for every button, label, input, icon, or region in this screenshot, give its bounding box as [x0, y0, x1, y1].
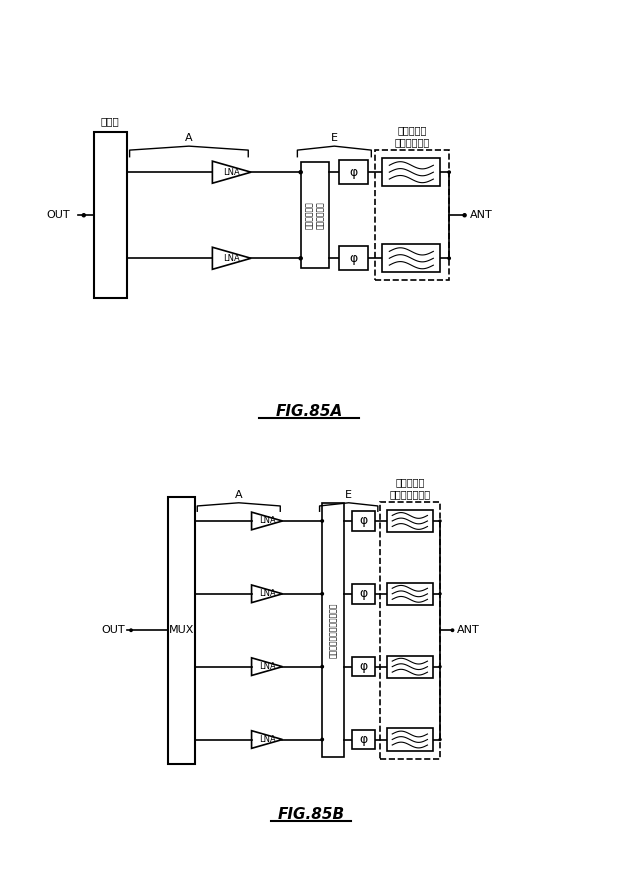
FancyBboxPatch shape [352, 729, 375, 749]
Text: ANT: ANT [457, 625, 479, 635]
Text: φ: φ [349, 252, 358, 265]
FancyBboxPatch shape [387, 728, 433, 751]
Circle shape [448, 257, 451, 260]
Text: MUX: MUX [169, 625, 194, 635]
Text: LNA: LNA [259, 517, 275, 525]
Circle shape [321, 592, 323, 595]
Circle shape [463, 214, 466, 216]
Circle shape [83, 214, 85, 217]
FancyBboxPatch shape [352, 584, 375, 604]
Text: A: A [235, 490, 243, 500]
FancyBboxPatch shape [168, 496, 195, 764]
Text: φ: φ [360, 587, 368, 600]
Circle shape [448, 171, 451, 173]
Text: フィルタ／
マルチプレクサ: フィルタ／ マルチプレクサ [390, 478, 431, 499]
Text: E: E [345, 490, 352, 500]
Text: フィルタ／
ダイプレクサ: フィルタ／ ダイプレクサ [394, 125, 429, 147]
FancyBboxPatch shape [352, 511, 375, 531]
Text: LNA: LNA [259, 735, 275, 744]
Circle shape [439, 592, 441, 595]
Text: FIG.85B: FIG.85B [278, 807, 345, 822]
Circle shape [321, 666, 323, 668]
Circle shape [439, 666, 441, 668]
FancyBboxPatch shape [301, 162, 330, 268]
Text: LNA: LNA [223, 253, 240, 263]
FancyBboxPatch shape [382, 245, 440, 272]
FancyBboxPatch shape [339, 160, 368, 185]
FancyBboxPatch shape [382, 158, 440, 186]
FancyBboxPatch shape [381, 502, 440, 758]
Circle shape [439, 738, 441, 741]
Text: LNA: LNA [259, 589, 275, 599]
Text: φ: φ [360, 660, 368, 673]
Circle shape [299, 257, 302, 260]
Text: φ: φ [349, 166, 358, 178]
Text: A: A [185, 132, 193, 143]
Circle shape [439, 520, 441, 522]
Text: ANT: ANT [470, 210, 493, 220]
Text: E: E [331, 132, 338, 143]
Circle shape [451, 629, 454, 631]
FancyBboxPatch shape [387, 655, 433, 678]
Text: FIG.85A: FIG.85A [275, 404, 342, 419]
FancyBboxPatch shape [322, 503, 344, 757]
Text: 結合器: 結合器 [101, 116, 120, 125]
Text: LNA: LNA [223, 168, 240, 177]
Text: スイッチング
ネットワーク: スイッチング ネットワーク [305, 201, 324, 229]
Circle shape [321, 738, 323, 741]
Circle shape [321, 520, 323, 522]
FancyBboxPatch shape [93, 132, 127, 298]
Text: φ: φ [360, 515, 368, 527]
FancyBboxPatch shape [387, 583, 433, 605]
FancyBboxPatch shape [352, 657, 375, 676]
Circle shape [299, 170, 302, 174]
Text: OUT: OUT [102, 625, 125, 635]
FancyBboxPatch shape [387, 509, 433, 532]
Text: スイッチングネットワーク: スイッチングネットワーク [329, 602, 338, 658]
FancyBboxPatch shape [374, 150, 449, 280]
FancyBboxPatch shape [339, 246, 368, 270]
Text: OUT: OUT [47, 210, 70, 220]
Circle shape [130, 629, 132, 631]
Text: LNA: LNA [259, 662, 275, 671]
Text: φ: φ [360, 733, 368, 746]
